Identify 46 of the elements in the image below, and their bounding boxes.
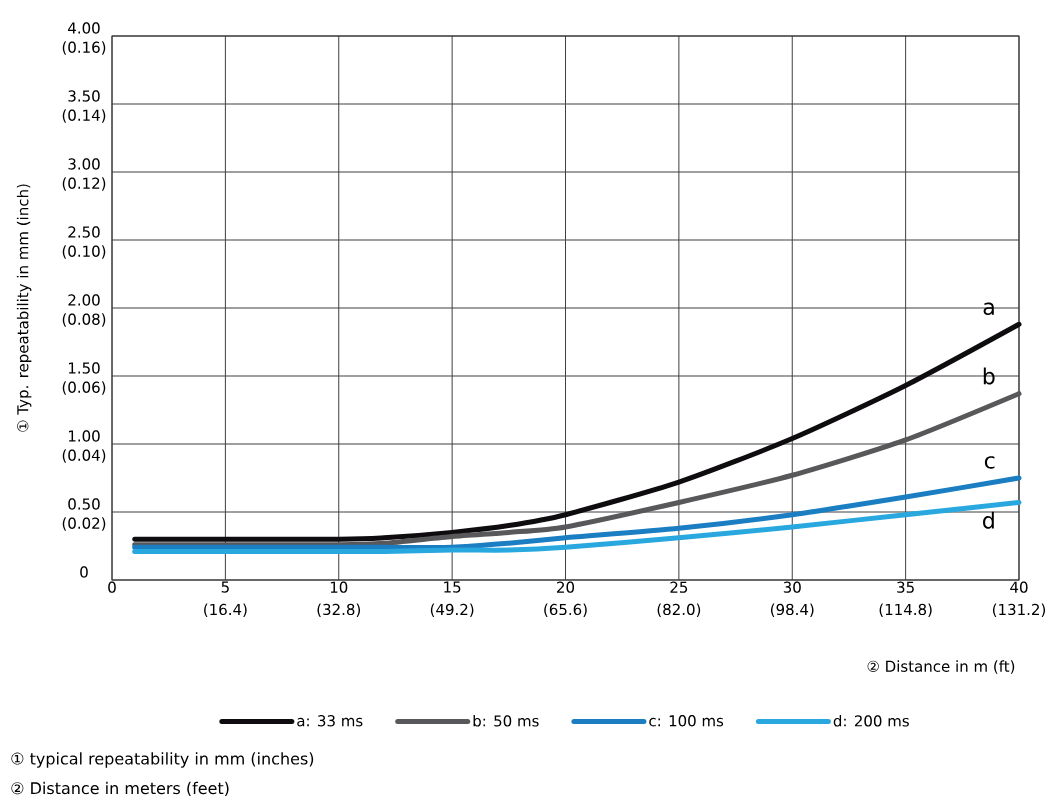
x2-tick-label: (131.2) [992,603,1046,617]
y2-tick-label: (0.16) [62,41,106,55]
legend-label: c: 100 ms [649,715,724,727]
annotation: b [983,367,995,385]
x-tick-label: 20 [557,581,575,593]
x-tick-label: 40 [1010,581,1028,593]
y2-tick-label: (0.08) [62,313,106,327]
y2-tick-label: (0.14) [62,109,106,123]
annotation: a [983,302,994,316]
annotation: c [984,456,995,469]
y2-tick-label: (0.06) [62,381,106,395]
text: ② Distance in meters (feet) [11,781,229,797]
annotation: d [983,511,994,529]
y-tick-label: 3.50 [68,90,100,102]
x-tick-label: 25 [670,581,688,593]
y-axis-title: ① Typ. repeatability in mm (inch) [16,184,32,432]
x-tick-label: 0 [108,581,116,593]
x2-tick-label: (49.2) [430,603,474,617]
y-tick-label: 2.00 [68,294,100,306]
y-tick-label: 1.00 [68,430,100,442]
x2-tick-label: (82.0) [657,603,701,617]
y2-tick-label: (0.10) [62,245,106,259]
x-axis-title: ② Distance in m (ft) [867,660,1015,674]
y-tick-label: 0.50 [68,498,100,510]
x-tick-label: 15 [444,581,461,593]
y2-tick-label: (0.02) [62,517,106,531]
x-tick-label: 35 [897,581,914,593]
y2-tick-label: (0.12) [62,177,106,191]
y-tick-label: 0 [80,566,88,578]
text: ① typical repeatability in mm (inches) [11,752,314,768]
x-tick-label: 30 [783,581,801,593]
x2-tick-label: (32.8) [317,603,361,617]
x2-tick-label: (65.6) [544,603,587,617]
y2-tick-label: (0.04) [62,449,106,463]
x-tick-label: 10 [330,581,348,593]
y-tick-label: 4.00 [68,22,100,34]
y-tick-label: 3.00 [68,158,100,170]
legend-label: d: 200 ms [833,714,909,727]
x2-tick-label: (98.4) [770,603,814,617]
x-tick-label: 5 [221,581,229,593]
x2-tick-label: (114.8) [879,603,932,617]
y-tick-label: 1.50 [68,362,100,374]
x2-tick-label: (16.4) [204,603,247,617]
y-tick-label: 2.50 [68,226,100,238]
legend-label: a: 33 ms [297,715,363,727]
legend-label: b: 50 ms [473,714,539,727]
